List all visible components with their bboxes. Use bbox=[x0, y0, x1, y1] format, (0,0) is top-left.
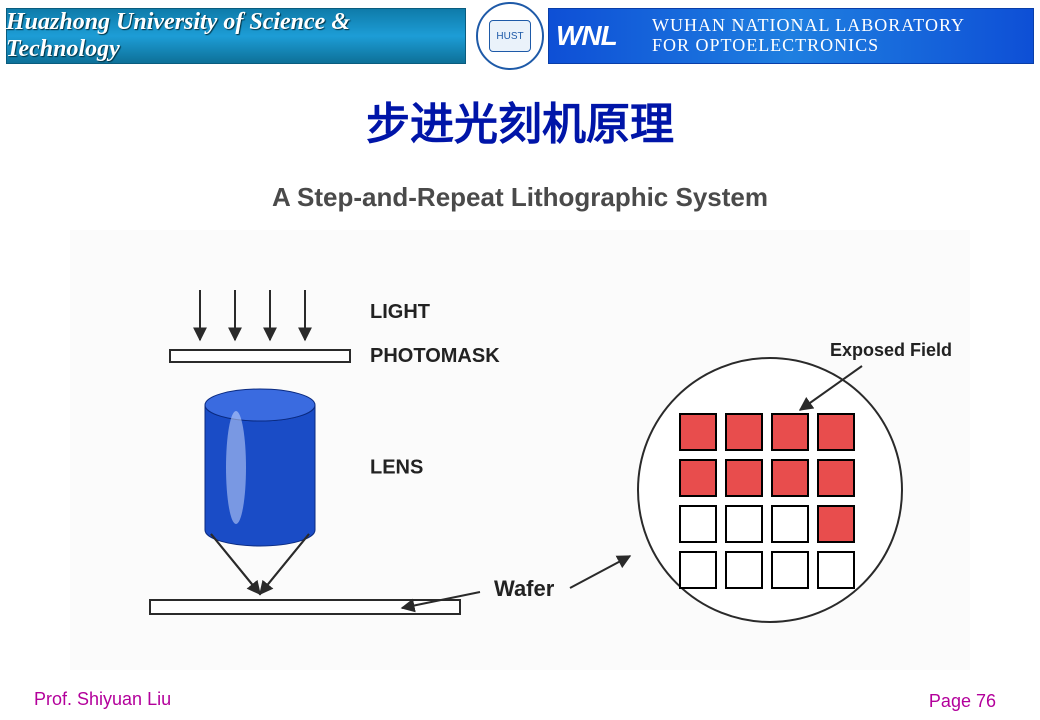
label-exposed-field: Exposed Field bbox=[830, 340, 952, 360]
label-lens: LENS bbox=[370, 457, 423, 479]
header-bar: Huazhong University of Science & Technol… bbox=[0, 4, 1040, 68]
hust-banner: Huazhong University of Science & Technol… bbox=[6, 8, 466, 64]
footer-page: Page 76 bbox=[929, 691, 996, 712]
label-light: LIGHT bbox=[370, 301, 430, 323]
figure-subtitle: A Step-and-Repeat Lithographic System bbox=[70, 182, 970, 213]
figure-container: A Step-and-Repeat Lithographic System St… bbox=[70, 170, 970, 670]
slide-title: 步进光刻机原理 bbox=[0, 88, 1040, 152]
university-seal-icon: HUST bbox=[476, 2, 544, 70]
diagram-svg: LIGHT PHOTOMASK LENS Wafer Exposed Field bbox=[70, 230, 970, 670]
wnl-line2: FOR OPTOELECTRONICS bbox=[652, 36, 965, 56]
label-wafer: Wafer bbox=[494, 576, 555, 601]
footer-author: Prof. Shiyuan Liu bbox=[34, 689, 171, 710]
wnl-logo-icon: WNL bbox=[548, 20, 652, 52]
wnl-line1: WUHAN NATIONAL LABORATORY bbox=[652, 16, 965, 36]
label-photomask: PHOTOMASK bbox=[370, 345, 500, 367]
wnl-banner: WNL WUHAN NATIONAL LABORATORY FOR OPTOEL… bbox=[548, 8, 1034, 64]
